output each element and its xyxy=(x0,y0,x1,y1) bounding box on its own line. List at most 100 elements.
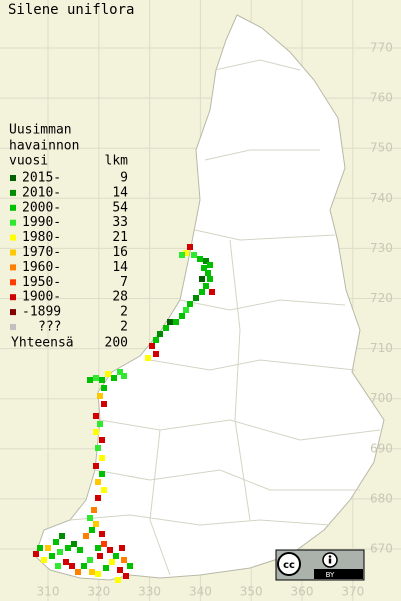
license-badge-text: BY xyxy=(326,571,335,579)
observation-square xyxy=(203,258,209,264)
observation-square xyxy=(37,545,43,551)
legend-total-label: Yhteensä xyxy=(11,336,74,351)
observation-square xyxy=(69,563,75,569)
observation-square xyxy=(113,553,119,559)
observation-square xyxy=(49,553,55,559)
observation-square xyxy=(103,565,109,571)
observation-square xyxy=(41,557,47,563)
observation-square xyxy=(63,559,69,565)
legend-count: 9 xyxy=(120,171,128,186)
observation-square xyxy=(33,551,39,557)
observation-square xyxy=(95,571,101,577)
observation-square xyxy=(101,487,107,493)
grid-y-label: 710 xyxy=(370,341,393,355)
license-badge: cc BY xyxy=(275,549,365,581)
observation-square xyxy=(119,545,125,551)
observation-square xyxy=(87,515,93,521)
grid-y-label: 670 xyxy=(370,542,393,556)
grid-y-label: 770 xyxy=(370,41,393,55)
legend-period: 2010- xyxy=(22,185,61,200)
observation-square xyxy=(65,545,71,551)
observation-square xyxy=(93,521,99,527)
observation-square xyxy=(183,307,189,313)
observation-square xyxy=(83,533,89,539)
legend-swatch xyxy=(10,324,16,330)
observation-square xyxy=(127,563,133,569)
observation-square xyxy=(77,547,83,553)
observation-square xyxy=(149,343,155,349)
grid-x-label: 370 xyxy=(341,585,364,599)
legend-swatch xyxy=(10,279,16,286)
observation-square xyxy=(95,479,101,485)
legend-column: vuosi xyxy=(9,154,48,169)
observation-square xyxy=(93,429,99,435)
observation-square xyxy=(71,541,77,547)
grid-x-label: 320 xyxy=(87,585,110,599)
legend-count: 21 xyxy=(112,230,128,245)
legend-period: -1899 xyxy=(22,305,61,320)
observation-square xyxy=(203,283,209,289)
legend-period: 1970- xyxy=(22,245,61,260)
observation-square xyxy=(99,377,105,383)
observation-square xyxy=(183,250,189,256)
observation-square xyxy=(87,377,93,383)
observation-square xyxy=(91,507,97,513)
legend-swatch xyxy=(10,249,16,256)
legend-period: 2015- xyxy=(22,171,61,186)
grid-x-label: 330 xyxy=(138,585,161,599)
observation-square xyxy=(111,375,117,381)
legend-count: 2 xyxy=(120,305,128,320)
legend-column: lkm xyxy=(105,154,129,169)
observation-square xyxy=(107,547,113,553)
observation-square xyxy=(81,563,87,569)
grid-y-label: 700 xyxy=(370,391,393,405)
observation-square xyxy=(207,262,213,268)
observation-square xyxy=(153,351,159,357)
title: Silene uniflora xyxy=(8,2,134,18)
license-icon: cc xyxy=(283,560,295,571)
observation-square xyxy=(99,455,105,461)
legend-total-count: 200 xyxy=(105,336,128,351)
legend-swatch xyxy=(10,219,16,226)
observation-square xyxy=(123,573,129,579)
observation-square xyxy=(53,539,59,545)
observation-square xyxy=(193,295,199,301)
observation-square xyxy=(145,355,151,361)
observation-square xyxy=(75,569,81,575)
observation-square xyxy=(97,421,103,427)
observation-square xyxy=(187,244,193,250)
observation-square xyxy=(97,553,103,559)
observation-square xyxy=(59,533,65,539)
grid-y-label: 680 xyxy=(370,491,393,505)
observation-square xyxy=(93,375,99,381)
observation-square xyxy=(101,385,107,391)
legend-count: 54 xyxy=(112,200,128,215)
grid-x-label: 350 xyxy=(240,585,263,599)
observation-square xyxy=(179,313,185,319)
observation-square xyxy=(93,463,99,469)
legend-swatch xyxy=(10,204,16,211)
observation-square xyxy=(179,252,185,258)
observation-square xyxy=(99,531,105,537)
observation-square xyxy=(99,471,105,477)
legend-count: 7 xyxy=(120,275,128,290)
observation-square xyxy=(101,401,107,407)
observation-square xyxy=(117,567,123,573)
legend-count: 2 xyxy=(120,320,128,335)
legend-swatch xyxy=(10,234,16,241)
observation-square xyxy=(121,373,127,379)
observation-square xyxy=(109,559,115,565)
observation-square xyxy=(55,563,61,569)
grid-y-label: 740 xyxy=(370,191,393,205)
legend-count: 14 xyxy=(112,260,128,275)
regional-borders xyxy=(69,59,381,576)
observation-square xyxy=(205,270,211,276)
legend-period: 1900- xyxy=(22,290,61,305)
grid-y-label: 750 xyxy=(370,141,393,155)
legend-period: 1960- xyxy=(22,260,61,275)
grid-y-label: 690 xyxy=(370,441,393,455)
observation-square xyxy=(167,319,173,325)
